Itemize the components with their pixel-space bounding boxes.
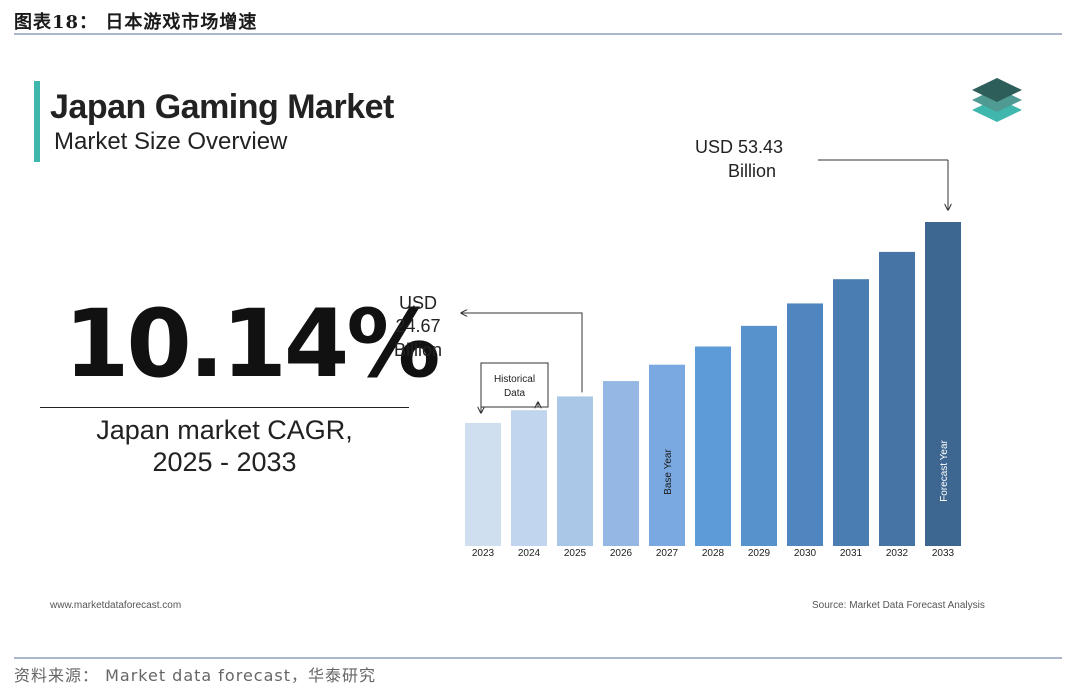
base-year-label: Base Year <box>663 449 674 495</box>
header-divider <box>14 33 1062 35</box>
historical-data-box <box>480 362 549 408</box>
x-tick-label-2028: 2028 <box>702 548 725 559</box>
bar-2033 <box>925 222 961 546</box>
bar-2031 <box>833 279 869 546</box>
start-value-label-unit: Billion <box>394 340 442 360</box>
end-value-label-amount: USD 53.43 <box>695 137 783 157</box>
x-tick-label-2030: 2030 <box>794 548 817 559</box>
x-tick-label-2025: 2025 <box>564 548 587 559</box>
start-value-label-amount: 24.67 <box>395 316 440 336</box>
bar-2023 <box>465 422 501 546</box>
source-note: Source: Market Data Forecast Analysis <box>812 600 985 611</box>
bar-2026 <box>603 381 639 546</box>
start-value-arrow <box>461 313 583 393</box>
x-tick-label-2032: 2032 <box>886 548 909 559</box>
cagr-divider <box>40 407 409 408</box>
source-line: 资料来源： Market data forecast，华泰研究 <box>14 666 377 685</box>
x-tick-label-2026: 2026 <box>610 548 633 559</box>
x-tick-label-2031: 2031 <box>840 548 863 559</box>
end-value-label-unit: Billion <box>728 161 776 181</box>
bar-2029 <box>741 325 777 546</box>
cagr-label-line2: 2025 - 2033 <box>152 447 297 477</box>
historical-data-label-line2: Data <box>504 388 526 399</box>
cagr-label-line1: Japan market CAGR, <box>96 415 353 445</box>
bar-2027 <box>649 364 685 546</box>
title-accent-bar <box>34 81 40 162</box>
cagr-value: 10.14% <box>64 290 441 399</box>
logo-layer-top <box>972 78 1022 102</box>
cagr-label: Japan market CAGR, 2025 - 2033 <box>40 414 409 478</box>
figure-header: 图表18： 日本游戏市场增速 <box>14 12 258 33</box>
forecast-year-label: Forecast Year <box>939 439 950 501</box>
bar-2032 <box>879 251 915 546</box>
website-url: www.marketdataforecast.com <box>50 600 182 611</box>
x-tick-label-2027: 2027 <box>656 548 679 559</box>
start-value-label-usd: USD <box>399 293 437 313</box>
x-tick-label-2033: 2033 <box>932 548 955 559</box>
bar-2024 <box>511 410 547 546</box>
layers-logo-icon <box>968 76 1026 139</box>
end-value-arrow <box>818 159 948 210</box>
bar-2025 <box>557 396 593 546</box>
x-tick-label-2029: 2029 <box>748 548 771 559</box>
bar-2030 <box>787 303 823 546</box>
x-tick-label-2023: 2023 <box>472 548 495 559</box>
infographic-subtitle: Market Size Overview <box>54 128 288 155</box>
footer-divider <box>14 657 1062 659</box>
x-tick-label-2024: 2024 <box>518 548 541 559</box>
infographic-title: Japan Gaming Market <box>50 88 394 126</box>
bar-2028 <box>695 346 731 546</box>
historical-data-label-line1: Historical <box>494 374 535 385</box>
